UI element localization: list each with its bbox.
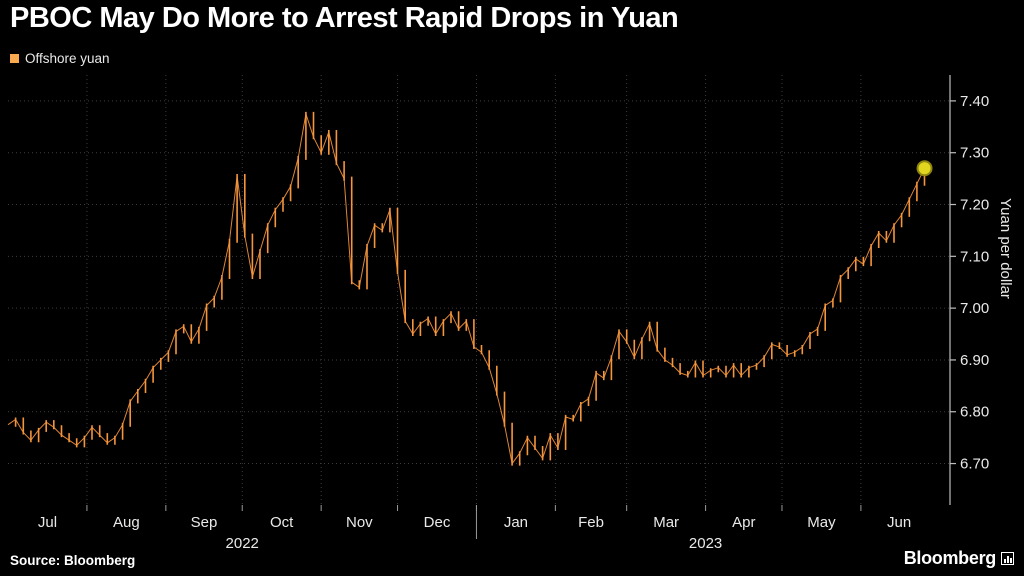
x-month-label: Jan <box>504 514 528 531</box>
x-month-label: Aug <box>113 514 140 531</box>
chart-title: PBOC May Do More to Arrest Rapid Drops i… <box>10 2 679 34</box>
x-month-label: Jul <box>38 514 57 531</box>
x-month-label: Dec <box>424 514 451 531</box>
source-credit: Source: Bloomberg <box>10 553 136 568</box>
y-tick-label: 6.70 <box>960 456 989 473</box>
bloomberg-wordmark: Bloomberg <box>903 548 997 568</box>
offshore-yuan-line <box>7 113 925 465</box>
y-tick-label: 6.90 <box>960 352 989 369</box>
last-point-marker <box>916 160 933 177</box>
y-tick-label: 6.80 <box>960 404 989 421</box>
bloomberg-logo: Bloomberg <box>904 548 1014 569</box>
x-month-label: Sep <box>191 514 218 531</box>
x-year-label: 2023 <box>689 535 722 552</box>
offshore-yuan-series <box>14 111 926 466</box>
x-year-label: 2022 <box>226 535 259 552</box>
x-month-label: Nov <box>346 514 373 531</box>
bloomberg-terminal-icon <box>1001 552 1014 565</box>
chart-legend: Offshore yuan <box>10 51 110 66</box>
y-tick-label: 7.10 <box>960 248 989 265</box>
legend-label: Offshore yuan <box>25 51 110 66</box>
y-tick-label: 7.00 <box>960 300 989 317</box>
x-month-label: Feb <box>578 514 604 531</box>
x-month-label: Mar <box>653 514 679 531</box>
y-tick-label: 7.30 <box>960 145 989 162</box>
x-month-label: May <box>807 514 836 531</box>
y-axis-label: Yuan per dollar <box>997 198 1014 299</box>
x-month-label: Jun <box>887 514 911 531</box>
y-tick-label: 7.40 <box>960 93 989 110</box>
x-month-label: Apr <box>732 514 755 531</box>
y-tick-label: 7.20 <box>960 197 989 214</box>
x-month-label: Oct <box>270 514 294 531</box>
legend-swatch-icon <box>10 54 19 63</box>
